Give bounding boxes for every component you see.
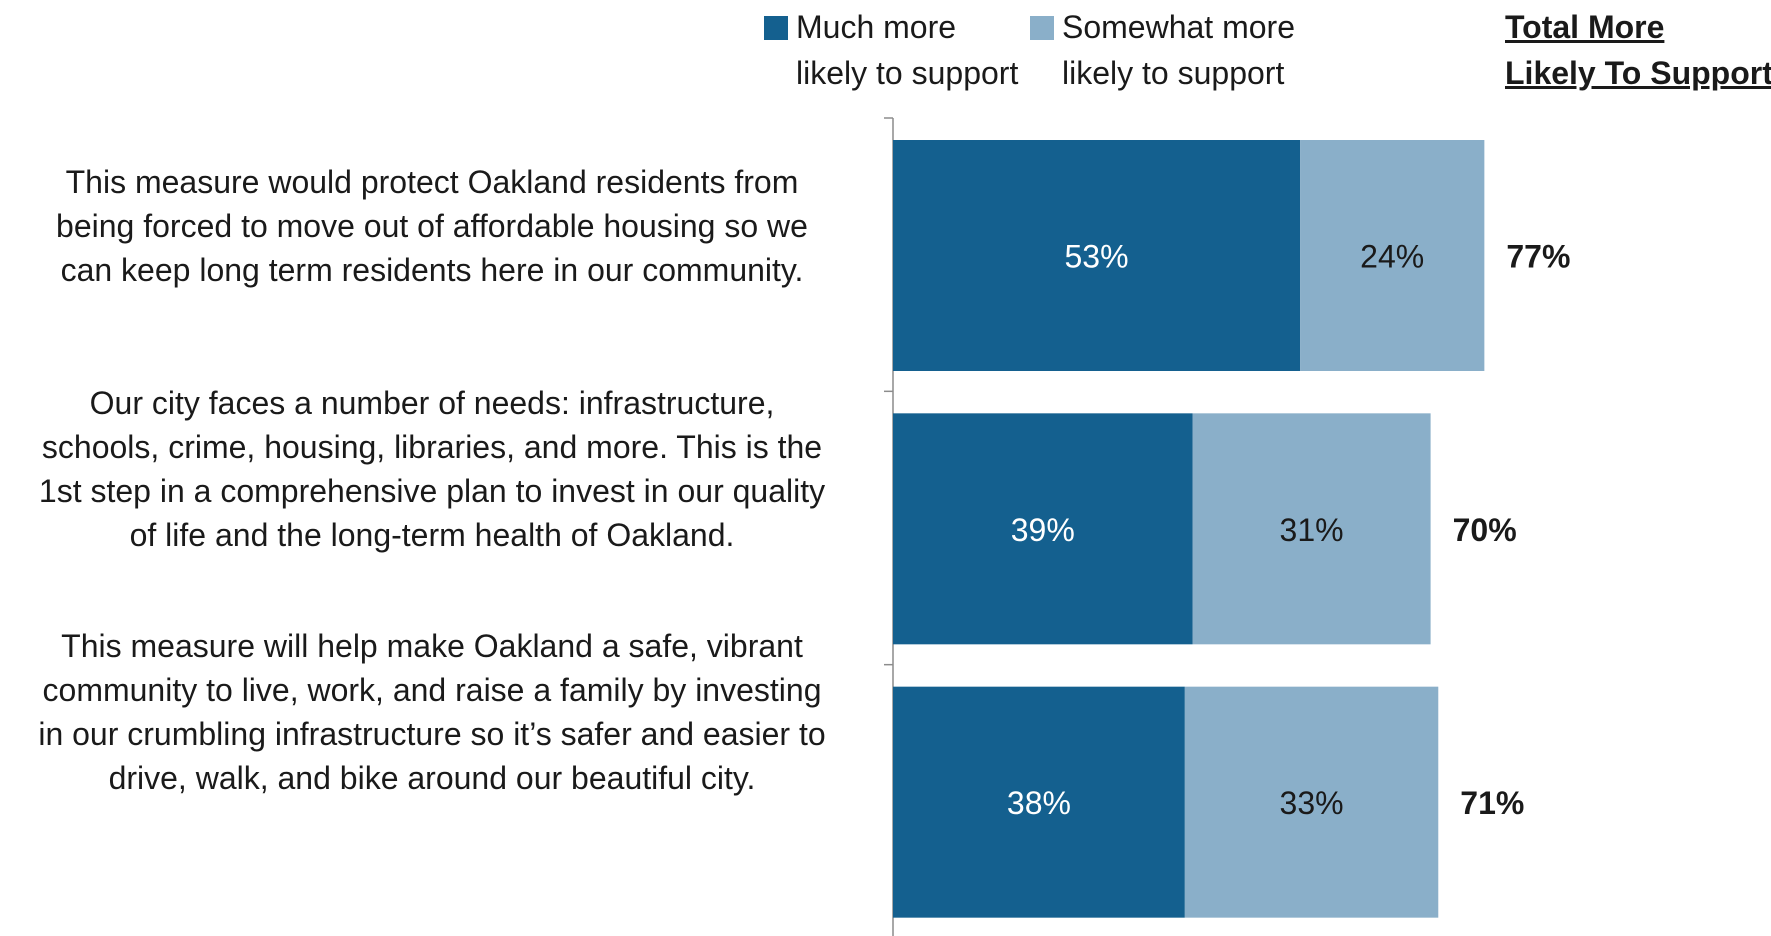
total-label-3: 71% <box>1460 785 1524 821</box>
category-label-2-line-2: schools, crime, housing, libraries, and … <box>41 429 823 465</box>
legend-total-line-1: Total More <box>1505 9 1665 45</box>
legend-label-somewhat-more-line-2: likely to support <box>1062 55 1285 91</box>
category-label-2: Our city faces a number of needs: infras… <box>0 381 864 557</box>
data-label-much-more-2: 39% <box>1011 512 1075 548</box>
bar-much-more-2 <box>893 413 1193 645</box>
category-label-3-line-1: This measure will help make Oakland a sa… <box>61 628 803 664</box>
legend-item-much-more: Much more likely to support <box>764 4 1018 96</box>
legend-label-much-more-line-1: Much more <box>796 9 957 45</box>
category-label-1-line-3: can keep long term residents here in our… <box>60 252 804 288</box>
legend-label-much-more-line-2: likely to support <box>796 55 1019 91</box>
bar-somewhat-more-1 <box>1300 140 1485 371</box>
category-label-1-line-1: This measure would protect Oakland resid… <box>65 164 799 200</box>
data-label-somewhat-more-1: 24% <box>1360 239 1424 275</box>
legend-total-header: Total More Likely To Support <box>1505 4 1771 96</box>
bar-much-more-1 <box>893 140 1301 371</box>
legend-total-line-2: Likely To Support <box>1505 55 1771 91</box>
category-label-3-line-4: drive, walk, and bike around our beautif… <box>108 760 756 796</box>
bar-somewhat-more-2 <box>1192 413 1431 645</box>
bar-much-more-3 <box>893 686 1185 918</box>
bar-somewhat-more-3 <box>1184 686 1439 918</box>
category-label-1-line-2: being forced to move out of affordable h… <box>56 208 808 244</box>
data-label-much-more-3: 38% <box>1007 785 1071 821</box>
category-label-2-line-4: of life and the long-term health of Oakl… <box>129 517 735 553</box>
data-label-somewhat-more-3: 33% <box>1280 785 1344 821</box>
data-label-somewhat-more-2: 31% <box>1280 512 1344 548</box>
category-label-3-line-2: community to live, work, and raise a fam… <box>42 672 822 708</box>
category-label-2-line-3: 1st step in a comprehensive plan to inve… <box>38 473 826 509</box>
legend-label-somewhat-more-line-1: Somewhat more <box>1062 9 1295 45</box>
total-label-1: 77% <box>1506 239 1570 275</box>
category-label-2-line-1: Our city faces a number of needs: infras… <box>89 385 775 421</box>
category-label-3-line-3: in our crumbling infrastructure so it’s … <box>38 716 826 752</box>
category-label-1: This measure would protect Oakland resid… <box>0 160 864 292</box>
legend-swatch-much-more <box>764 16 788 40</box>
legend-item-somewhat-more: Somewhat more likely to support <box>1030 4 1295 96</box>
data-label-much-more-1: 53% <box>1064 239 1128 275</box>
legend-swatch-somewhat-more <box>1030 16 1054 40</box>
total-label-2: 70% <box>1453 512 1517 548</box>
category-label-3: This measure will help make Oakland a sa… <box>0 624 864 800</box>
